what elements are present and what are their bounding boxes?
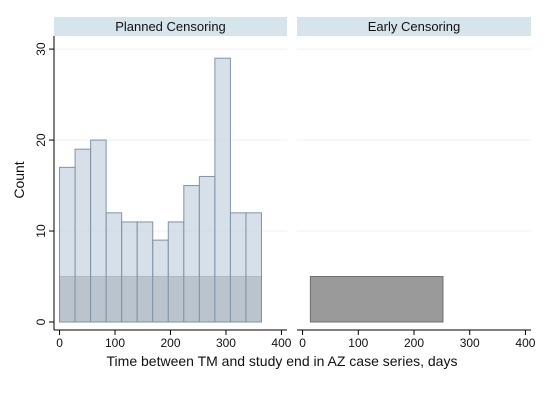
- histogram-bar: [183, 185, 200, 323]
- x-axis-title: Time between TM and study end in AZ case…: [107, 353, 458, 369]
- range-bar: [309, 276, 444, 323]
- x-tick-label: 100: [105, 336, 125, 350]
- histogram-bar: [59, 166, 76, 323]
- x-tick-label: 200: [160, 336, 180, 350]
- panel-strip: [297, 17, 531, 36]
- x-tick-label: 300: [216, 336, 236, 350]
- panel-strip: [54, 17, 287, 36]
- x-tick-label: 200: [404, 336, 424, 350]
- panel-1: Planned Censoring 0 100 200 300 400 0 10 20 30: [34, 17, 292, 350]
- x-tick-label: 100: [348, 336, 368, 350]
- panel-title: Early Censoring: [368, 19, 461, 34]
- histogram-bar: [74, 148, 92, 323]
- y-tick-label: 0: [34, 318, 48, 325]
- histogram-bar: [90, 139, 107, 323]
- y-tick-label: 10: [34, 224, 48, 238]
- y-tick-label: 20: [34, 133, 48, 147]
- histogram-bar: [229, 212, 247, 323]
- histogram-bar: [198, 175, 216, 323]
- y-tick-label: 30: [34, 42, 48, 56]
- panel-2: Early Censoring 0 100 200 300 400: [297, 17, 536, 350]
- x-tick-label: 0: [56, 336, 63, 350]
- histogram-bar: [121, 221, 138, 323]
- histogram-bar: [136, 221, 154, 323]
- x-tick-label: 300: [460, 336, 480, 350]
- x-tick-label: 400: [271, 336, 291, 350]
- histogram-bar: [167, 221, 185, 323]
- histogram-bar: [214, 57, 231, 323]
- histogram-bar: [152, 239, 169, 323]
- panels-layer: Planned Censoring 0 100 200 300 400 0 10 20 30 Ear…: [34, 17, 536, 350]
- y-axis-title: Count: [11, 161, 27, 198]
- x-tick-label: 400: [515, 336, 535, 350]
- x-tick-label: 0: [299, 336, 306, 350]
- panel-title: Planned Censoring: [115, 19, 226, 34]
- histogram-bar: [245, 212, 262, 323]
- histogram-bar: [105, 212, 123, 323]
